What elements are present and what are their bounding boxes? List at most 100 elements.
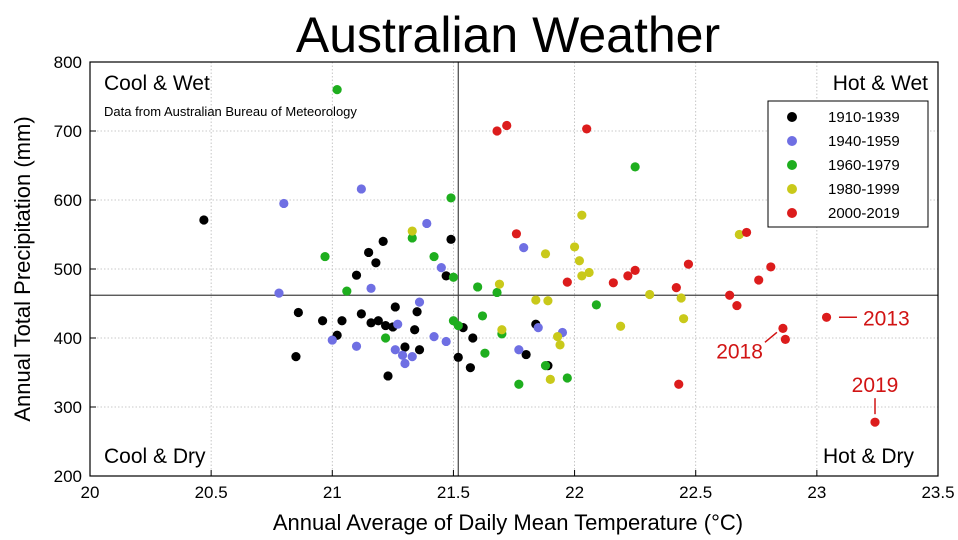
y-tick-label: 800 bbox=[54, 53, 82, 72]
x-tick-label: 20.5 bbox=[195, 483, 228, 502]
data-point bbox=[364, 247, 374, 258]
data-point bbox=[821, 312, 832, 322]
quadrant-label-hot-dry: Hot & Dry bbox=[823, 445, 915, 468]
x-axis-label: Annual Average of Daily Mean Temperature… bbox=[273, 510, 743, 535]
data-point bbox=[390, 345, 400, 355]
data-point bbox=[732, 300, 742, 311]
data-point bbox=[422, 218, 432, 229]
data-point bbox=[446, 193, 456, 203]
data-point bbox=[453, 352, 463, 362]
data-point bbox=[356, 309, 366, 319]
series-1980-1999 bbox=[407, 210, 744, 384]
data-point bbox=[441, 336, 451, 347]
data-point bbox=[494, 279, 505, 289]
x-tick-label: 21 bbox=[323, 483, 342, 502]
data-point bbox=[511, 229, 522, 239]
data-point bbox=[574, 256, 585, 266]
data-point bbox=[453, 320, 463, 331]
x-tick-label: 20 bbox=[81, 483, 100, 502]
data-point bbox=[734, 229, 744, 240]
data-point bbox=[366, 318, 376, 328]
data-points bbox=[199, 85, 880, 427]
data-point bbox=[414, 297, 425, 307]
data-point bbox=[521, 349, 531, 360]
data-point bbox=[320, 251, 330, 262]
data-point bbox=[608, 278, 618, 288]
legend: 1910-1939 1940-1959 1960-1979 1980-1999 2000… bbox=[767, 100, 929, 228]
quadrant-label-cool-dry: Cool & Dry bbox=[104, 445, 206, 468]
data-point bbox=[545, 374, 555, 384]
series-1910-1939 bbox=[199, 215, 553, 381]
series-2000-2019 bbox=[492, 120, 880, 427]
grid-lines bbox=[90, 62, 938, 476]
data-point bbox=[616, 321, 626, 331]
data-point bbox=[390, 302, 400, 312]
data-point bbox=[371, 258, 381, 268]
data-point bbox=[780, 334, 790, 344]
quadrant-label-hot-wet: Hot & Wet bbox=[833, 72, 928, 95]
data-point bbox=[410, 325, 420, 335]
data-point bbox=[446, 234, 456, 244]
data-point bbox=[356, 184, 366, 194]
data-point bbox=[676, 293, 686, 303]
x-tick-label: 23.5 bbox=[921, 483, 954, 502]
legend-marker bbox=[787, 208, 797, 218]
data-point bbox=[502, 120, 512, 131]
data-point bbox=[465, 363, 475, 373]
data-point bbox=[397, 350, 408, 360]
data-point bbox=[584, 267, 594, 278]
data-point bbox=[674, 379, 684, 389]
legend-marker bbox=[787, 136, 797, 146]
data-point bbox=[569, 242, 580, 252]
reference-lines bbox=[90, 62, 938, 476]
data-point bbox=[366, 283, 376, 293]
series-1940-1959 bbox=[274, 184, 568, 369]
data-point bbox=[383, 371, 393, 381]
quadrant-label-cool-wet: Cool & Wet bbox=[104, 72, 210, 95]
legend-label: 1910-1939 bbox=[828, 109, 900, 126]
data-point bbox=[555, 340, 565, 350]
data-point bbox=[351, 270, 362, 280]
data-point bbox=[279, 198, 289, 209]
data-point bbox=[441, 271, 451, 281]
data-point bbox=[725, 290, 735, 300]
data-point bbox=[591, 300, 601, 310]
legend-marker bbox=[787, 184, 797, 194]
data-point bbox=[540, 249, 551, 259]
data-point bbox=[448, 272, 459, 282]
annotation-label: 2013 bbox=[863, 307, 910, 330]
data-point bbox=[291, 352, 301, 362]
data-point bbox=[533, 323, 543, 333]
x-tick-label: 22.5 bbox=[679, 483, 712, 502]
y-tick-label: 400 bbox=[54, 329, 82, 348]
legend-label: 2000-2019 bbox=[828, 205, 900, 222]
data-point bbox=[630, 265, 640, 275]
legend-label: 1980-1999 bbox=[828, 181, 900, 198]
data-point bbox=[380, 333, 391, 343]
data-point bbox=[429, 332, 439, 342]
y-tick-label: 700 bbox=[54, 122, 82, 141]
y-tick-label: 500 bbox=[54, 260, 82, 279]
annotations: 2013 2018 2019 bbox=[716, 307, 910, 415]
data-point bbox=[436, 263, 446, 273]
data-point bbox=[342, 286, 352, 296]
data-point bbox=[380, 320, 391, 331]
annotation-label: 2018 bbox=[716, 340, 763, 363]
x-tick-label: 21.5 bbox=[437, 483, 470, 502]
data-point bbox=[683, 259, 694, 269]
y-tick-label: 600 bbox=[54, 191, 82, 210]
data-point bbox=[514, 345, 524, 355]
data-point bbox=[562, 373, 572, 383]
data-point bbox=[429, 251, 439, 262]
data-point bbox=[870, 417, 880, 427]
x-tick-label: 22 bbox=[565, 483, 584, 502]
chart-title: Australian Weather bbox=[296, 7, 720, 63]
data-point bbox=[327, 335, 337, 345]
data-point bbox=[473, 282, 483, 292]
data-point bbox=[480, 348, 490, 358]
data-point bbox=[679, 314, 689, 324]
data-point bbox=[293, 307, 303, 318]
y-tick-label: 300 bbox=[54, 398, 82, 417]
data-point bbox=[577, 271, 587, 281]
